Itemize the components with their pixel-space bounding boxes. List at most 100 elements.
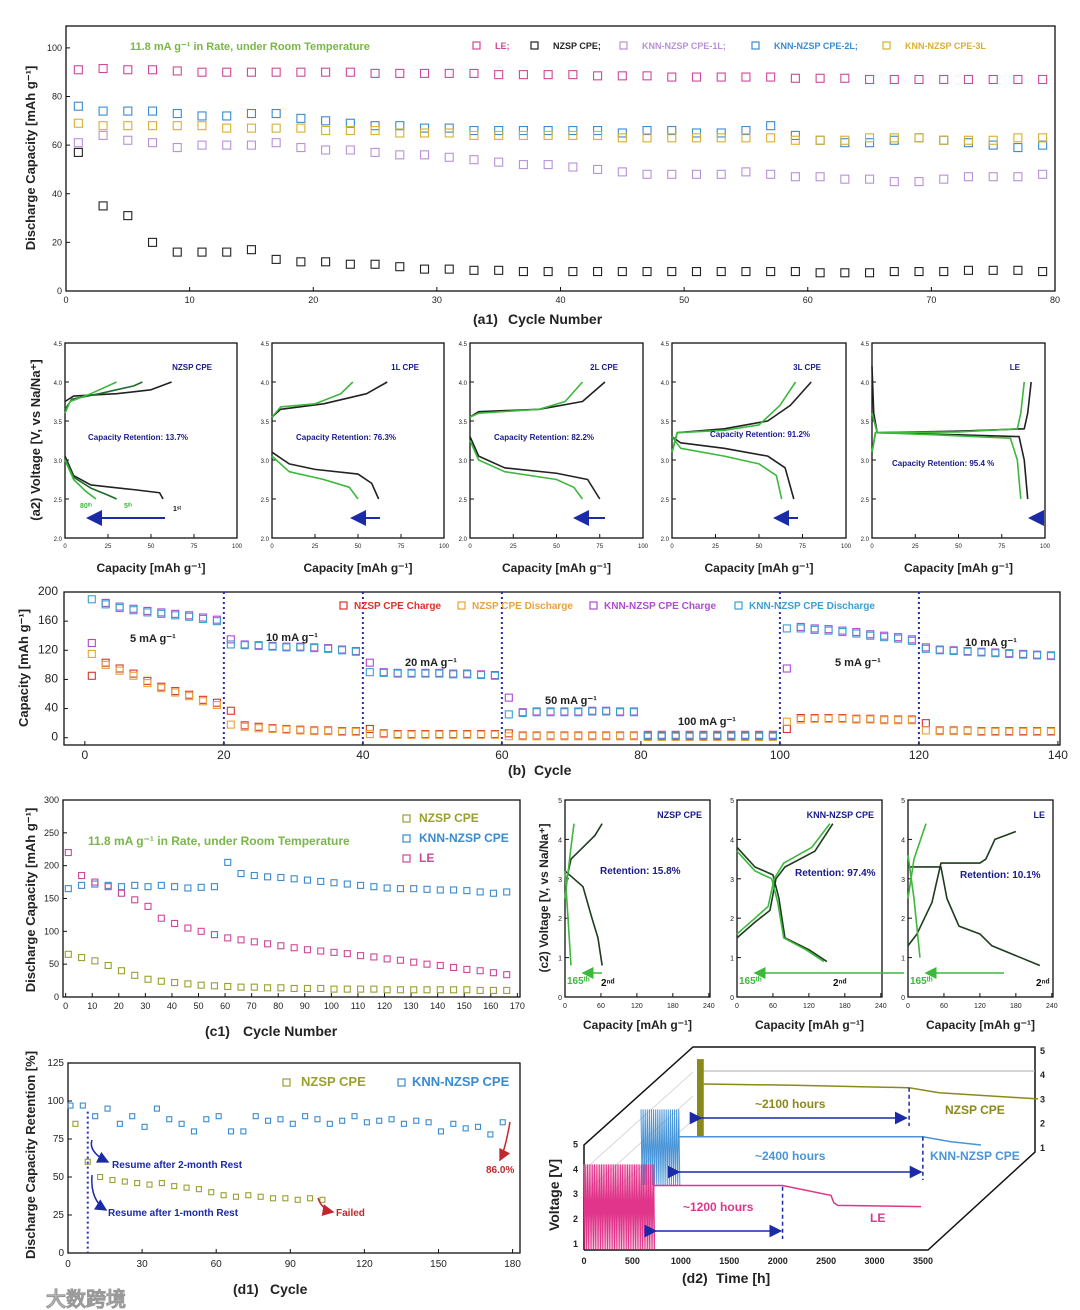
c1-point-knn-nzsp-cpe — [197, 883, 205, 891]
d1-point-knn-nzsp-cpe — [277, 1116, 284, 1123]
d2-panel-label: (d2) — [682, 1270, 708, 1286]
x-tick-label: 90 — [285, 1259, 297, 1270]
x-tick-label: 75 — [398, 544, 405, 550]
y-tick-label: 3 — [901, 877, 905, 884]
a2-panel-title: 3L CPE — [793, 363, 822, 372]
a1-point-knn-nzsp-cpe-3l — [939, 135, 949, 145]
c1-point-le — [117, 889, 126, 897]
y-tick-label: 3.5 — [459, 420, 468, 426]
a2-x-axis-label: Capacity [mAh g⁻¹] — [704, 561, 813, 575]
watermark: 大数跨境 — [46, 1287, 126, 1310]
y-tick-label: 80 — [52, 92, 62, 102]
a1-point-knn-nzsp-cpe-1l- — [1038, 169, 1048, 179]
d2-nzsp-oscillation — [697, 1059, 704, 1137]
c1-point-knn-nzsp-cpe — [436, 886, 444, 894]
a1-point-nzsp-cpe- — [667, 267, 677, 277]
b-point-knn-nzsp-cpe-discharge — [226, 640, 235, 649]
a1-point-knn-nzsp-cpe-1l- — [790, 172, 800, 182]
a1-point-le- — [98, 63, 108, 74]
b-point-knn-nzsp-cpe-discharge — [643, 731, 652, 740]
a2-cycle-label: 1ˢᵗ — [173, 506, 182, 513]
y-tick-label: 3.0 — [861, 459, 870, 465]
d1-point-knn-nzsp-cpe — [425, 1119, 432, 1126]
b-point-knn-nzsp-cpe-discharge — [463, 670, 472, 679]
b-point-knn-nzsp-cpe-discharge — [838, 628, 847, 637]
a1-point-knn-nzsp-cpe-1l- — [345, 145, 355, 155]
b-point-nzsp-cpe-discharge — [504, 732, 513, 741]
c1-point-nzsp-cpe — [104, 961, 112, 970]
x-tick-label: 120 — [377, 1001, 392, 1011]
c1-point-knn-nzsp-cpe — [210, 883, 218, 891]
b-point-knn-nzsp-cpe-charge — [504, 693, 513, 702]
a1-point-nzsp-cpe- — [296, 257, 306, 267]
d2-back-y-tick-label: 1 — [1040, 1143, 1045, 1153]
d1-point-knn-nzsp-cpe — [450, 1120, 457, 1127]
a1-point-le- — [1038, 74, 1048, 85]
c1-point-nzsp-cpe — [117, 967, 126, 975]
y-tick-label: 3.0 — [261, 459, 270, 465]
b-point-knn-nzsp-cpe-discharge — [907, 636, 917, 645]
c1-point-le — [436, 961, 444, 970]
d1-legend-item-marker — [397, 1078, 406, 1087]
a1-point-knn-nzsp-cpe-2l- — [395, 121, 405, 131]
b-point-nzsp-cpe-discharge — [198, 697, 208, 706]
d2-voltage-trace — [653, 1184, 922, 1208]
d2-series-label: KNN-NZSP CPE — [930, 1149, 1020, 1163]
b-point-knn-nzsp-cpe-discharge — [310, 644, 319, 653]
c1-point-le — [463, 965, 471, 973]
c1-point-knn-nzsp-cpe — [64, 885, 72, 893]
y-tick-label: 2 — [730, 916, 734, 923]
d1-annotation: Resume after 1-month Rest — [108, 1208, 239, 1219]
a1-point-nzsp-cpe- — [963, 265, 974, 275]
b-rate-label: 100 mA g⁻¹ — [678, 716, 736, 728]
b-point-knn-nzsp-cpe-discharge — [991, 649, 1000, 658]
c1-point-nzsp-cpe — [197, 981, 205, 989]
x-tick-label: 50 — [355, 544, 362, 550]
x-tick-label: 120 — [631, 1003, 643, 1010]
a2-retention-label: Capacity Retention: 82.2% — [494, 433, 594, 442]
d1-point-knn-nzsp-cpe — [79, 1102, 86, 1109]
y-tick-label: 2.5 — [459, 498, 468, 504]
a1-point-knn-nzsp-cpe-3l — [395, 128, 405, 138]
x-tick-label: 40 — [356, 748, 370, 762]
c2-retention-label: Retention: 97.4% — [795, 868, 876, 879]
c1-point-knn-nzsp-cpe — [237, 869, 245, 878]
d1-point-knn-nzsp-cpe — [178, 1120, 185, 1127]
d2-back-y-tick-label: 5 — [1040, 1046, 1045, 1056]
c1-point-nzsp-cpe — [78, 954, 86, 962]
a1-point-le- — [790, 73, 800, 83]
x-tick-label: 75 — [596, 544, 603, 550]
y-tick-label: 2.0 — [261, 537, 270, 543]
y-tick-label: 3.5 — [54, 420, 63, 426]
d1-point-nzsp-cpe — [282, 1195, 289, 1202]
d1-annotation: Failed — [336, 1208, 365, 1219]
a1-point-nzsp-cpe- — [1013, 265, 1023, 275]
a2-panel-2-curve — [271, 381, 388, 418]
d1-point-nzsp-cpe — [208, 1189, 215, 1196]
d2-x-tick-label: 1500 — [719, 1256, 739, 1266]
b-point-nzsp-cpe-discharge — [87, 649, 96, 658]
d1-point-nzsp-cpe — [257, 1193, 264, 1200]
c1-point-nzsp-cpe — [277, 984, 285, 992]
a1-point-knn-nzsp-cpe-1l- — [494, 157, 504, 167]
c1-point-knn-nzsp-cpe — [117, 883, 126, 891]
c2-panel-2-curve — [736, 823, 831, 935]
a1-point-knn-nzsp-cpe-3l — [296, 123, 306, 133]
b-point-knn-nzsp-cpe-discharge — [421, 669, 430, 678]
a1-point-knn-nzsp-cpe-2l- — [197, 111, 207, 121]
y-tick-label: 125 — [47, 1058, 64, 1069]
b-panel-label: (b) — [508, 762, 526, 778]
a1-point-nzsp-cpe- — [543, 267, 553, 277]
b-point-knn-nzsp-cpe-discharge — [449, 670, 458, 679]
y-tick-label: 40 — [45, 701, 59, 715]
b-point-knn-nzsp-cpe-discharge — [741, 731, 750, 740]
c1-point-nzsp-cpe — [317, 984, 325, 993]
c1-point-le — [370, 953, 378, 961]
b-rate-label: 10 mA g⁻¹ — [965, 637, 1017, 649]
d1-point-knn-nzsp-cpe — [67, 1102, 74, 1109]
a2-panel-1-curve — [64, 381, 172, 403]
y-tick-label: 4.0 — [661, 381, 670, 387]
b-point-knn-nzsp-cpe-discharge — [532, 708, 541, 717]
y-tick-label: 250 — [44, 828, 59, 838]
a1-point-knn-nzsp-cpe-3l — [494, 130, 504, 140]
